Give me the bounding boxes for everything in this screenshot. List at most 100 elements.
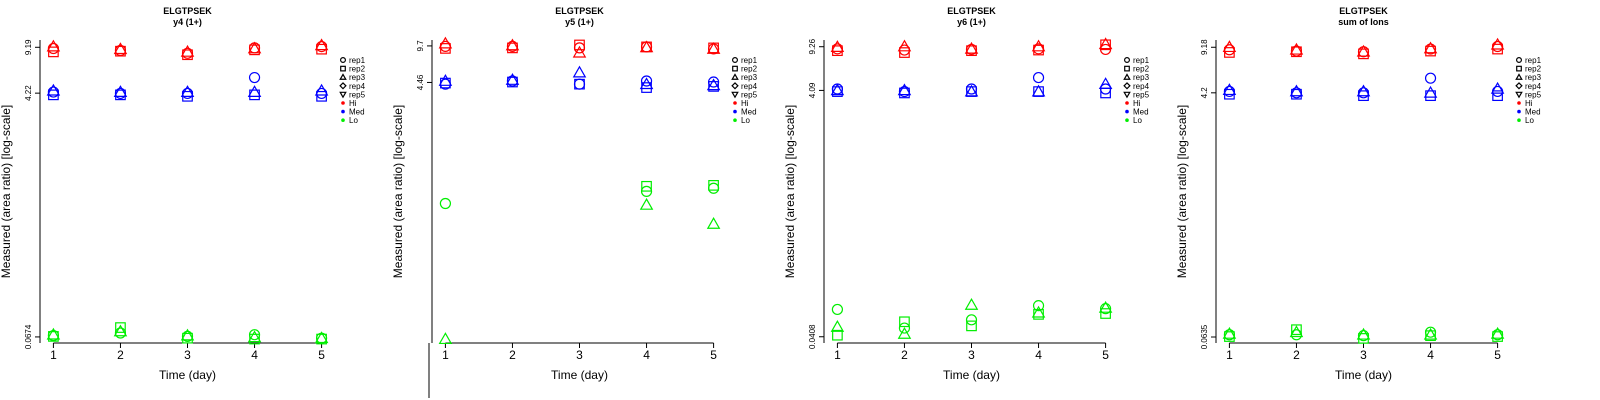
x-tick-label: 4 bbox=[643, 348, 650, 362]
data-point-hi-rep3 bbox=[46, 39, 61, 52]
data-point-lo-rep3 bbox=[1031, 305, 1046, 318]
data-point-lo-rep2 bbox=[1100, 308, 1111, 319]
legend-label-lo: Lo bbox=[1133, 116, 1142, 125]
data-point-lo-rep3 bbox=[180, 328, 195, 341]
data-point-lo-rep2 bbox=[966, 320, 977, 332]
data-point-lo-rep3 bbox=[1490, 326, 1505, 339]
data-point-lo-rep3 bbox=[113, 324, 128, 337]
data-point-lo-rep2 bbox=[1425, 330, 1436, 342]
data-point-hi-rep1 bbox=[47, 42, 60, 55]
legend-marker-lo bbox=[733, 118, 737, 122]
legend-label-rep1: rep1 bbox=[349, 56, 366, 65]
data-point-med-rep1 bbox=[1032, 71, 1045, 84]
legend-marker-rep4 bbox=[731, 82, 739, 90]
data-point-lo-rep1 bbox=[965, 314, 978, 326]
legend-label-hi: Hi bbox=[1525, 99, 1533, 108]
legend-label-med: Med bbox=[1525, 108, 1541, 117]
data-point-med-rep3 bbox=[180, 85, 195, 97]
data-point-hi-rep3 bbox=[572, 45, 587, 58]
data-point-med-rep3 bbox=[314, 83, 329, 96]
legend-label-rep4: rep4 bbox=[741, 82, 758, 91]
data-point-lo-rep1 bbox=[114, 327, 127, 339]
legend-label-lo: Lo bbox=[1525, 116, 1534, 125]
x-axis-label: Time (day) bbox=[551, 368, 608, 382]
data-point-med-rep3 bbox=[897, 83, 912, 96]
x-axis-label: Time (day) bbox=[159, 368, 216, 382]
data-point-hi-rep2 bbox=[48, 46, 59, 58]
y-tick-label: 0.0635 bbox=[1200, 324, 1209, 349]
y-axis-label: Measured (area ratio) [log-scale] bbox=[0, 105, 13, 278]
data-point-hi-rep2 bbox=[1224, 47, 1235, 58]
legend-label-hi: Hi bbox=[1133, 99, 1141, 108]
x-axis-label: Time (day) bbox=[943, 368, 1000, 382]
data-point-lo-rep1 bbox=[439, 197, 452, 210]
legend-marker-rep4 bbox=[339, 82, 347, 90]
legend-marker-rep2 bbox=[732, 65, 738, 72]
data-point-hi-rep3 bbox=[830, 40, 845, 52]
legend-marker-rep5 bbox=[1515, 91, 1523, 99]
legend-label-rep3: rep3 bbox=[349, 73, 366, 82]
legend-marker-hi bbox=[341, 101, 345, 105]
y-tick-label: 0.0408 bbox=[808, 324, 817, 349]
x-tick-label: 3 bbox=[1360, 348, 1367, 362]
legend-label-rep5: rep5 bbox=[1133, 90, 1150, 99]
chart-title: ELGTPSEK bbox=[555, 6, 604, 16]
legend-label-rep3: rep3 bbox=[1133, 73, 1150, 82]
data-point-lo-rep3 bbox=[1423, 327, 1438, 340]
y-tick-label: 4.46 bbox=[416, 74, 425, 90]
x-tick-label: 3 bbox=[184, 348, 191, 362]
data-point-hi-rep3 bbox=[1098, 37, 1113, 50]
x-tick-label: 5 bbox=[710, 348, 717, 362]
data-point-med-rep3 bbox=[505, 73, 520, 85]
legend-marker-hi bbox=[1517, 101, 1521, 105]
legend-marker-lo bbox=[341, 118, 345, 122]
x-tick-label: 2 bbox=[901, 348, 908, 362]
x-tick-label: 2 bbox=[1293, 348, 1300, 362]
chart-subtitle: y6 (1+) bbox=[957, 17, 986, 27]
x-tick-label: 4 bbox=[1427, 348, 1434, 362]
data-point-med-rep3 bbox=[706, 78, 721, 91]
data-point-lo-rep1 bbox=[898, 322, 911, 334]
data-point-lo-rep2 bbox=[316, 333, 327, 345]
data-point-lo-rep2 bbox=[1291, 324, 1302, 336]
legend-label-med: Med bbox=[741, 108, 757, 117]
data-point-med-rep1 bbox=[1424, 72, 1437, 84]
x-tick-label: 5 bbox=[1102, 348, 1109, 362]
data-point-hi-rep2 bbox=[574, 39, 585, 51]
data-point-hi-rep3 bbox=[1356, 44, 1371, 57]
y-axis-label: Measured (area ratio) [log-scale] bbox=[1175, 105, 1189, 278]
legend-marker-med bbox=[1517, 109, 1521, 114]
data-point-med-rep3 bbox=[113, 85, 128, 97]
data-point-hi-rep2 bbox=[899, 47, 910, 58]
data-point-med-rep3 bbox=[438, 74, 453, 86]
x-tick-label: 3 bbox=[968, 348, 975, 362]
data-point-med-rep2 bbox=[574, 78, 585, 90]
legend-label-rep5: rep5 bbox=[349, 90, 366, 99]
data-point-lo-rep3 bbox=[964, 297, 979, 310]
data-point-med-rep3 bbox=[1289, 84, 1304, 97]
data-point-med-rep2 bbox=[1492, 90, 1503, 102]
data-point-hi-rep3 bbox=[1423, 41, 1438, 54]
legend-marker-rep3 bbox=[1515, 73, 1523, 80]
data-point-hi-rep3 bbox=[1222, 40, 1237, 53]
legend-label-rep4: rep4 bbox=[1525, 82, 1542, 91]
data-point-lo-rep2 bbox=[115, 322, 126, 333]
legend-marker-rep5 bbox=[731, 91, 739, 99]
data-point-lo-rep2 bbox=[708, 180, 719, 191]
legend-label-rep5: rep5 bbox=[1525, 90, 1542, 99]
data-point-med-rep2 bbox=[832, 86, 843, 97]
data-point-hi-rep3 bbox=[505, 38, 520, 51]
data-point-hi-rep3 bbox=[1031, 39, 1046, 52]
data-point-hi-rep3 bbox=[247, 41, 262, 54]
y-tick-label: 4.22 bbox=[24, 85, 33, 101]
legend-label-rep5: rep5 bbox=[741, 90, 758, 99]
data-point-med-rep1 bbox=[248, 71, 261, 84]
legend-label-med: Med bbox=[349, 108, 365, 117]
x-tick-label: 1 bbox=[834, 348, 841, 362]
data-point-lo-rep1 bbox=[831, 303, 844, 316]
